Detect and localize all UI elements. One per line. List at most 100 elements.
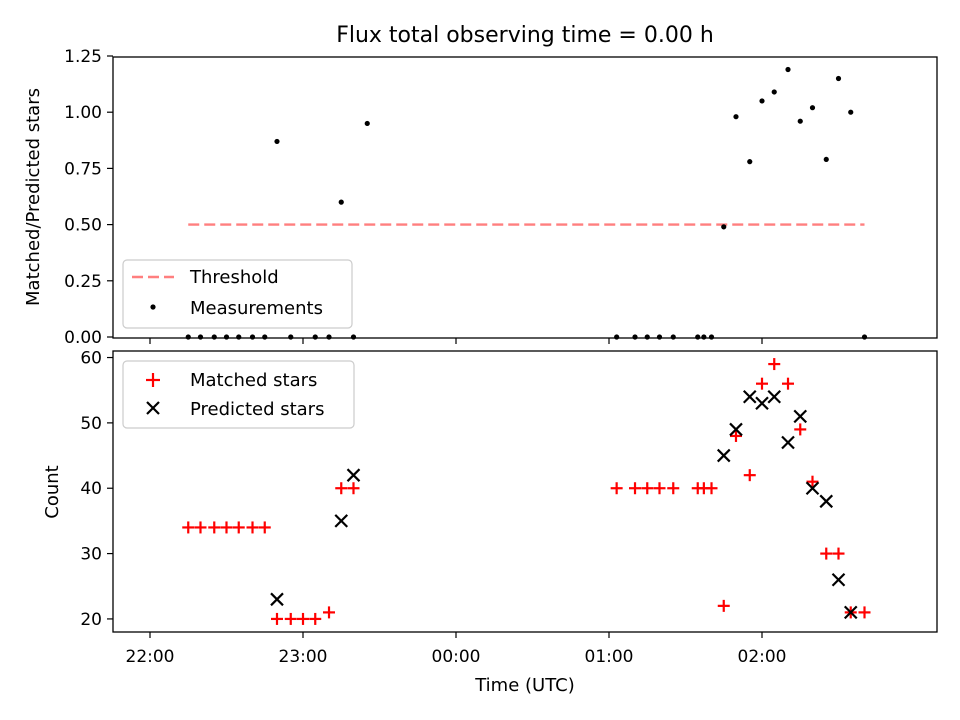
predicted-star-point xyxy=(831,572,846,587)
bottom-y-tick-label: 20 xyxy=(80,610,102,630)
matched-star-point xyxy=(297,612,309,625)
matched-star-point xyxy=(194,521,207,534)
matched-star-point xyxy=(782,377,795,390)
top-y-tick-label: 1.00 xyxy=(64,103,102,123)
measurements-legend-label: Measurements xyxy=(190,298,323,319)
measurement-point xyxy=(759,98,765,104)
matched-star-point xyxy=(705,482,718,495)
predicted-star-point xyxy=(843,605,858,620)
matched-star-point xyxy=(323,606,336,619)
matched-star-point xyxy=(641,482,654,495)
measurement-point xyxy=(848,109,854,115)
measurement-point xyxy=(211,334,217,340)
measurements-legend-swatch xyxy=(150,304,156,310)
measurement-point xyxy=(223,334,230,340)
measurement-point xyxy=(733,114,739,120)
matched-star-point xyxy=(729,429,742,442)
measurement-points xyxy=(185,66,868,340)
matched-star-point xyxy=(270,612,283,625)
measurement-point xyxy=(695,334,701,340)
bottom-y-ticks: 20 30 40 50 60 xyxy=(80,349,113,630)
matched-star-point xyxy=(806,475,819,488)
bottom-legend-box xyxy=(122,360,355,429)
measurement-point xyxy=(809,105,816,111)
top-legend: Threshold Measurements xyxy=(122,259,353,329)
predicted-star-point xyxy=(819,494,834,509)
measurement-point xyxy=(771,89,777,95)
predicted-star-point xyxy=(346,468,361,482)
bottom-y-tick-label: 40 xyxy=(80,479,102,499)
matched-star-point xyxy=(743,469,756,482)
top-legend-box xyxy=(122,259,353,329)
measurement-point xyxy=(364,120,370,127)
predicted-star-point xyxy=(781,435,795,450)
predicted-star-point xyxy=(729,422,743,437)
bottom-y-tick-label: 50 xyxy=(80,414,102,434)
matched-star-point xyxy=(717,599,730,612)
measurement-point xyxy=(614,334,620,340)
x-axis-label: Time (UTC) xyxy=(474,675,575,696)
x-tick-label: 22:00 xyxy=(126,647,175,667)
predicted-stars-points xyxy=(270,389,858,620)
measurement-point xyxy=(185,334,191,340)
matched-star-point xyxy=(246,521,259,534)
predicted-legend-swatch xyxy=(146,401,160,415)
measurement-point xyxy=(644,334,650,340)
matched-star-point xyxy=(653,482,666,495)
matched-star-point xyxy=(347,482,360,495)
matched-star-point xyxy=(858,606,871,619)
measurement-point xyxy=(236,334,242,340)
top-panel: 0.00 0.25 0.50 0.75 1.00 1.25 Matched/Predict… xyxy=(23,47,938,348)
predicted-star-point xyxy=(793,409,808,424)
measurement-point xyxy=(670,334,676,340)
matched-star-point xyxy=(768,358,781,371)
matched-star-point xyxy=(208,521,221,534)
measurement-point xyxy=(197,334,204,340)
predicted-star-point xyxy=(716,448,731,463)
x-tick-label: 02:00 xyxy=(738,647,787,667)
measurement-point xyxy=(326,334,332,340)
measurement-point xyxy=(721,224,727,230)
matched-legend-label: Matched stars xyxy=(190,370,317,391)
measurement-point xyxy=(274,138,280,145)
threshold-legend-label: Threshold xyxy=(189,267,279,288)
matched-star-point xyxy=(667,482,680,495)
predicted-star-point xyxy=(767,389,782,404)
measurement-point xyxy=(835,75,842,82)
predicted-star-point xyxy=(334,514,349,528)
top-y-tick-label: 0.00 xyxy=(64,328,102,348)
matched-star-point xyxy=(182,521,195,534)
measurement-point xyxy=(701,334,707,340)
top-y-axis-label: Matched/Predicted stars xyxy=(23,88,44,306)
top-y-ticks: 0.00 0.25 0.50 0.75 1.00 1.25 xyxy=(64,47,113,348)
x-tick-label: 01:00 xyxy=(585,647,634,667)
matched-star-point xyxy=(629,482,642,495)
measurement-point xyxy=(797,118,803,124)
measurement-point xyxy=(262,334,268,340)
matched-star-point xyxy=(610,482,623,495)
matched-star-point xyxy=(220,521,233,534)
measurement-point xyxy=(288,334,294,340)
measurement-point xyxy=(338,199,344,205)
matched-star-point xyxy=(794,423,807,436)
measurement-point xyxy=(656,334,663,340)
predicted-star-point xyxy=(755,396,769,411)
matched-legend-swatch xyxy=(146,373,160,387)
measurement-point xyxy=(312,334,318,340)
top-y-tick-label: 0.75 xyxy=(64,159,102,179)
measurement-point xyxy=(861,334,868,340)
matched-star-point xyxy=(335,482,348,495)
bottom-panel: 20 30 40 50 60 22:00 23:00 00:00 01:00 02:00 Cou… xyxy=(42,349,938,696)
predicted-star-point xyxy=(270,592,284,607)
top-plot-frame xyxy=(112,56,938,339)
measurement-point xyxy=(632,334,638,340)
bottom-y-tick-label: 30 xyxy=(80,545,102,565)
predicted-star-point xyxy=(742,389,757,404)
bottom-legend: Matched stars Predicted stars xyxy=(122,360,355,429)
measurement-point xyxy=(350,334,357,340)
top-y-tick-label: 1.25 xyxy=(64,47,102,67)
measurement-point xyxy=(249,334,256,340)
bottom-y-axis-label: Count xyxy=(42,465,63,518)
matched-star-point xyxy=(820,547,833,560)
matched-star-point xyxy=(756,377,768,390)
